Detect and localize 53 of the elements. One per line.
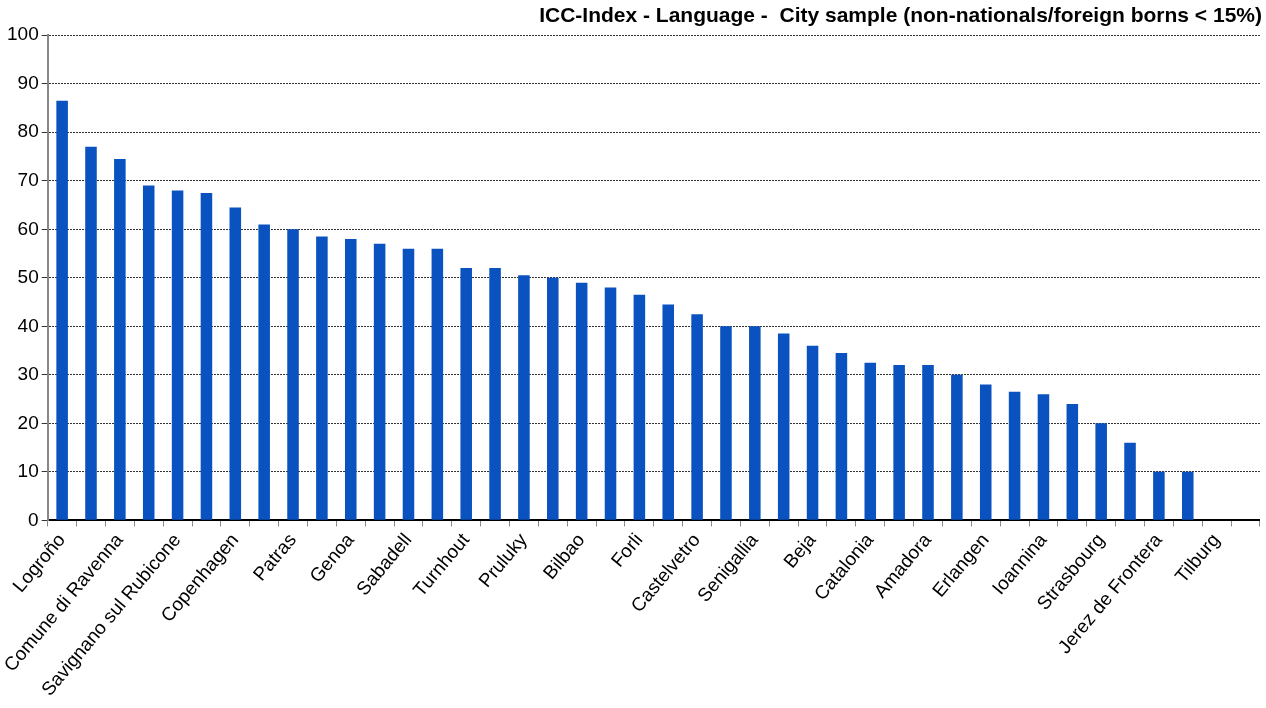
bar [1066,403,1079,520]
bar [489,268,501,520]
bar [229,207,242,520]
y-tick-label: 0 [28,508,39,530]
bar [171,190,184,520]
bar [1153,471,1165,520]
bar [431,248,444,520]
bar [806,345,819,520]
y-tick-label: 10 [17,460,39,482]
bar [142,185,155,520]
y-tick-label: 20 [17,411,39,433]
bar [633,294,646,520]
bar [893,365,905,520]
y-tick-label: 90 [17,71,39,93]
bar [460,268,472,520]
bar [85,146,97,520]
bar [287,229,299,520]
y-tick-label: 80 [17,120,39,142]
bar [749,326,761,520]
y-tick-label: 100 [7,23,39,45]
bar [922,365,934,520]
bar [979,384,992,520]
bar [547,277,559,520]
y-tick-label: 70 [17,168,39,190]
bar [777,333,790,520]
bar [316,236,328,520]
bar [373,243,386,520]
bar [1037,394,1050,520]
bar [951,374,963,520]
bar [114,158,126,520]
bar [835,352,848,520]
y-tick-label: 50 [17,266,39,288]
bar [864,362,877,520]
bar [691,314,703,520]
bar [518,275,530,520]
bar [662,304,675,520]
bar [402,248,415,520]
y-tick-label: 60 [17,217,39,239]
y-tick-label: 30 [17,363,39,385]
bar [604,287,617,520]
bar [1124,442,1136,520]
bar [200,192,213,520]
bar [720,326,732,520]
bar [575,282,588,520]
x-tick-label: Beja [779,528,820,572]
bar [258,224,270,520]
bar [1095,423,1107,520]
bar [1181,471,1194,520]
chart-title: ICC-Index - Language - City sample (non-nationals/foreign borns < 15%) [539,3,1262,27]
bar [1008,391,1021,520]
y-tick-label: 40 [17,314,39,336]
bar [56,100,68,520]
bar [344,238,357,520]
